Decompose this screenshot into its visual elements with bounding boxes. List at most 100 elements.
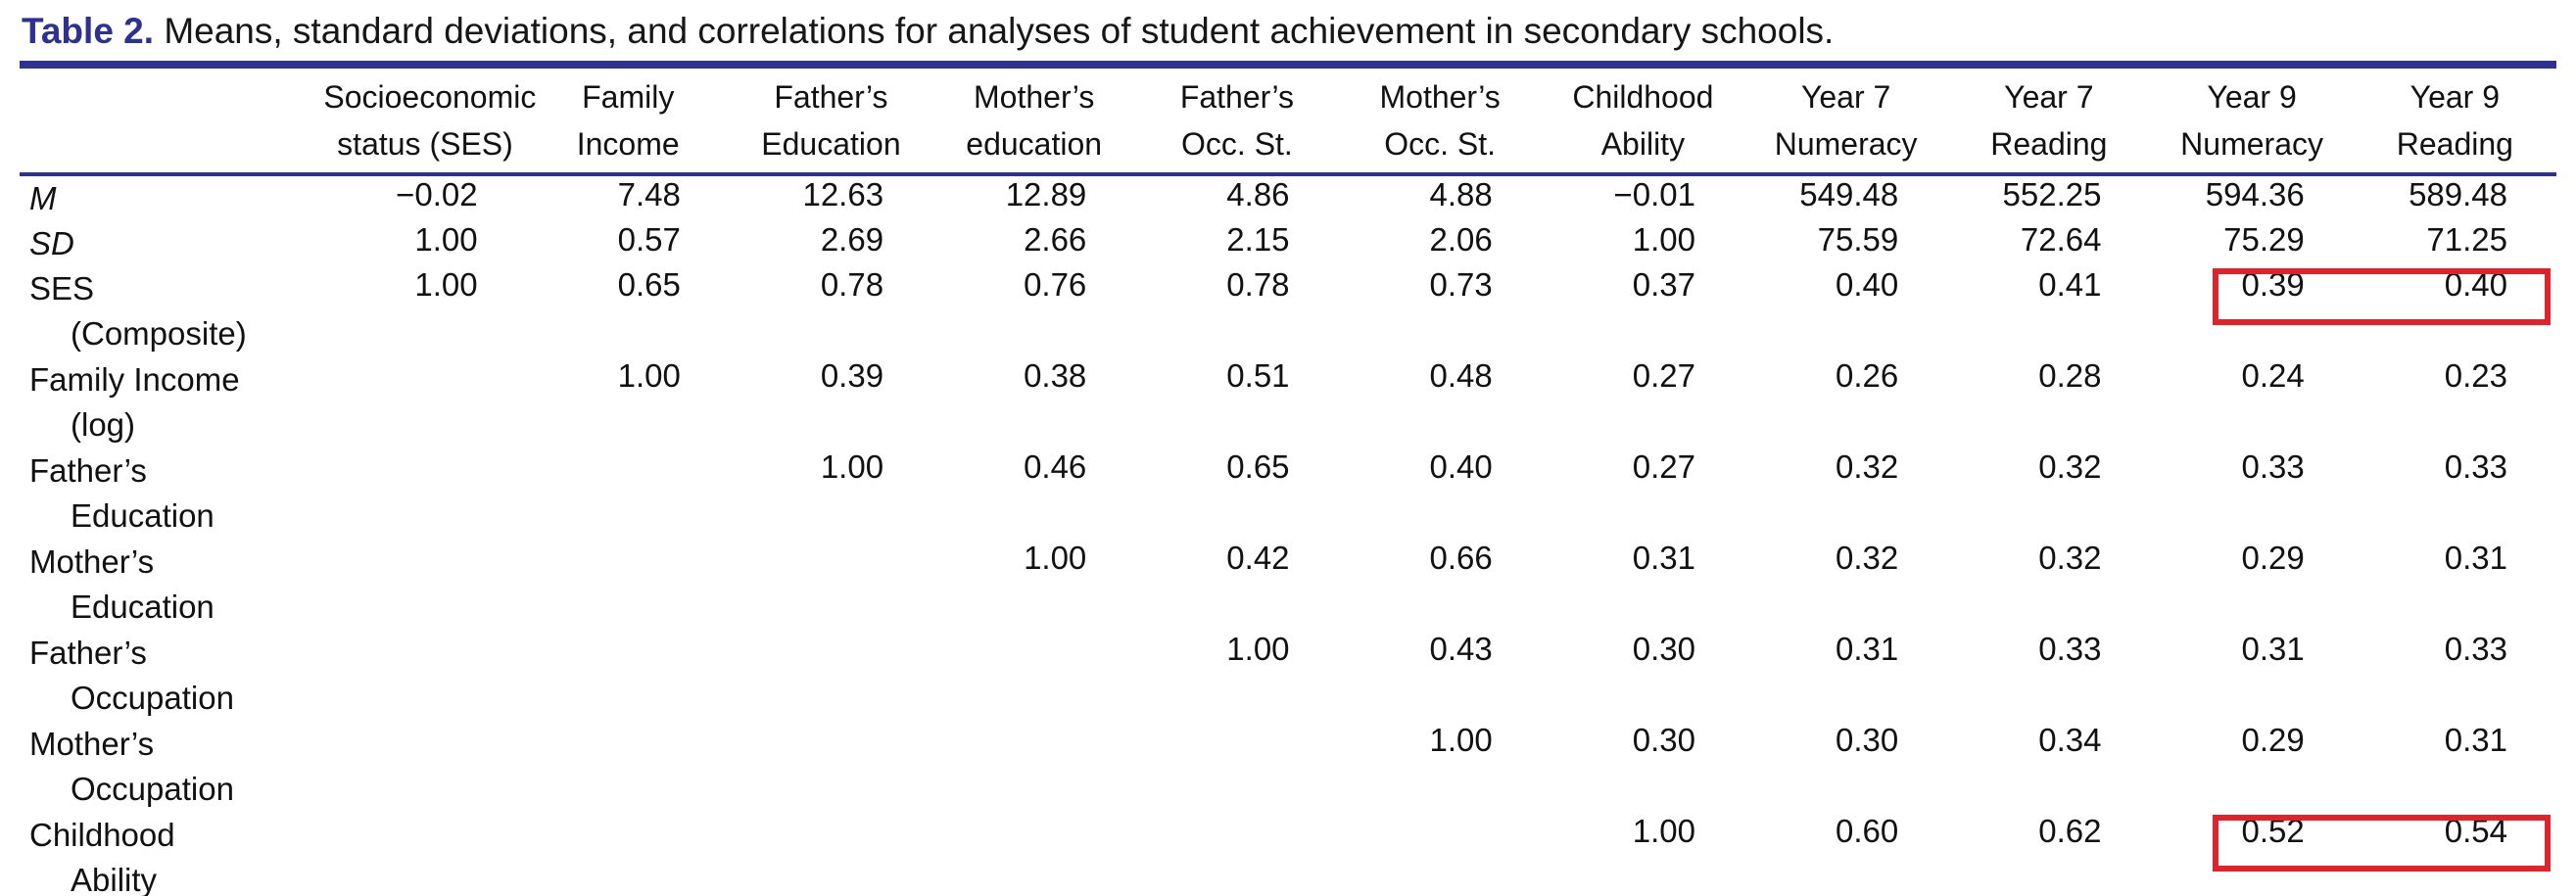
table-row: Childhood Ability 1.00 0.60 0.62 0.52 0.54 [20, 813, 2556, 896]
column-header-line1: Father’s [774, 79, 888, 115]
column-header-line2: education [966, 126, 1103, 162]
table-row: M −0.02 7.48 12.63 12.89 4.86 4.88 −0.01 549.48 5… [20, 174, 2556, 221]
cell-value: 0.26 [1836, 357, 1899, 394]
cell-value: 0.40 [2444, 266, 2507, 303]
header-row: Socioeconomic status (SES) Family Income Fat… [20, 67, 2556, 174]
cell-value [527, 813, 730, 896]
column-header: Father’s Education [730, 67, 932, 174]
row-label: Childhood Ability [20, 813, 323, 896]
cell-value [527, 631, 730, 722]
row-label-line1: SD [29, 225, 74, 261]
table-row: Father’s Occupation 1.00 0.43 0.30 0.31 0.33 0.… [20, 631, 2556, 722]
cell-value: −0.02 [396, 176, 478, 212]
cell-value: 0.32 [2038, 540, 2102, 576]
row-label-line2: Education [71, 589, 215, 625]
cell-value [527, 540, 730, 631]
cell-value: 2.69 [820, 221, 884, 258]
row-label-line2: Education [71, 497, 215, 534]
cell-value: 1.00 [1429, 722, 1493, 758]
cell-value [730, 722, 932, 813]
column-header: Father’s Occ. St. [1135, 67, 1338, 174]
row-label-line1: SES [29, 270, 95, 307]
column-header: Year 9 Reading [2354, 67, 2556, 174]
column-header-line2: Ability [1600, 126, 1686, 162]
table-row: Mother’s Education 1.00 0.42 0.66 0.31 0.32 0.3… [20, 540, 2556, 631]
cell-value: 0.31 [1836, 631, 1899, 667]
cell-value: 0.42 [1226, 540, 1290, 576]
column-header: Family Income [527, 67, 730, 174]
title-rule [20, 61, 2556, 65]
cell-value: 0.62 [2038, 813, 2102, 849]
table-row: SES (Composite) 1.00 0.65 0.78 0.76 0.78 0.73 0.… [20, 266, 2556, 357]
row-label: SES (Composite) [20, 266, 323, 357]
cell-value: 0.78 [820, 266, 884, 303]
cell-value [932, 722, 1135, 813]
cell-value: 0.48 [1429, 357, 1493, 394]
cell-value: 71.25 [2426, 221, 2507, 258]
column-header-line1: Mother’s [1379, 79, 1501, 115]
cell-value: 0.76 [1024, 266, 1087, 303]
column-header: Year 7 Reading [1947, 67, 2150, 174]
cell-value [730, 813, 932, 896]
table-row: SD 1.00 0.57 2.69 2.66 2.15 2.06 1.00 75.59 72.64… [20, 221, 2556, 266]
cell-value: 1.00 [1024, 540, 1087, 576]
cell-value: 12.89 [1005, 176, 1087, 212]
column-header-line1: Year 7 [1800, 79, 1891, 115]
cell-value: 0.40 [1836, 266, 1899, 303]
cell-value [932, 813, 1135, 896]
row-label: Mother’s Education [20, 540, 323, 631]
cell-value [323, 722, 526, 813]
column-header-line1: Father’s [1179, 79, 1295, 115]
cell-value: 4.86 [1226, 176, 1290, 212]
row-label-line2: Occupation [71, 771, 234, 807]
cell-value: 0.57 [617, 221, 681, 258]
row-label-line2: (Composite) [71, 315, 247, 352]
cell-value: 0.32 [2038, 448, 2102, 485]
cell-value: 0.23 [2444, 357, 2507, 394]
column-header-line2: Income [576, 126, 680, 162]
table-header: Socioeconomic status (SES) Family Income Fat… [20, 67, 2556, 174]
cell-value: 0.51 [1226, 357, 1290, 394]
cell-value: 0.38 [1024, 357, 1087, 394]
row-label-line1: Father’s [29, 452, 147, 489]
cell-value [527, 448, 730, 540]
column-header-line1: Mother’s [974, 79, 1095, 115]
column-header-line2: Occ. St. [1181, 126, 1293, 162]
row-label: Mother’s Occupation [20, 722, 323, 813]
cell-value: 552.25 [2002, 176, 2102, 212]
cell-value [1339, 813, 1542, 896]
cell-value: 0.34 [2038, 722, 2102, 758]
cell-value: 1.00 [617, 357, 681, 394]
cell-value: 0.27 [1632, 448, 1695, 485]
cell-value: 0.41 [2038, 266, 2102, 303]
cell-value: 0.30 [1632, 631, 1695, 667]
cell-value: 2.06 [1429, 221, 1493, 258]
cell-value: 0.40 [1429, 448, 1493, 485]
column-header-line1: Year 7 [2004, 79, 2094, 115]
row-label: Father’s Occupation [20, 631, 323, 722]
cell-value: 0.65 [617, 266, 681, 303]
cell-value [323, 813, 526, 896]
cell-value: 0.24 [2241, 357, 2305, 394]
row-label: Father’s Education [20, 448, 323, 540]
table-row: Mother’s Occupation 1.00 0.30 0.30 0.34 0.29 0.… [20, 722, 2556, 813]
cell-value [323, 631, 526, 722]
cell-value: 0.30 [1836, 722, 1899, 758]
cell-value: 0.39 [820, 357, 884, 394]
cell-value: 0.28 [2038, 357, 2102, 394]
cell-value: 1.00 [1632, 221, 1695, 258]
table-number: Table 2. [22, 11, 155, 51]
row-label: Family Income (log) [20, 357, 323, 448]
cell-value: 1.00 [1632, 813, 1695, 849]
table-body: M −0.02 7.48 12.63 12.89 4.86 4.88 −0.01 549.48 5… [20, 174, 2556, 896]
cell-value: 0.31 [2444, 540, 2507, 576]
column-header-line2: Numeracy [1774, 126, 1918, 162]
row-label-line1: M [29, 180, 57, 216]
cell-value: 0.31 [2241, 631, 2305, 667]
cell-value: 7.48 [617, 176, 681, 212]
cell-value [1135, 722, 1338, 813]
row-label-line2: Ability [71, 862, 158, 896]
table-caption: Table 2. Means, standard deviations, and… [0, 0, 2576, 61]
column-header-line1: Childhood [1572, 79, 1714, 115]
column-header-line1: Year 9 [2207, 79, 2297, 115]
